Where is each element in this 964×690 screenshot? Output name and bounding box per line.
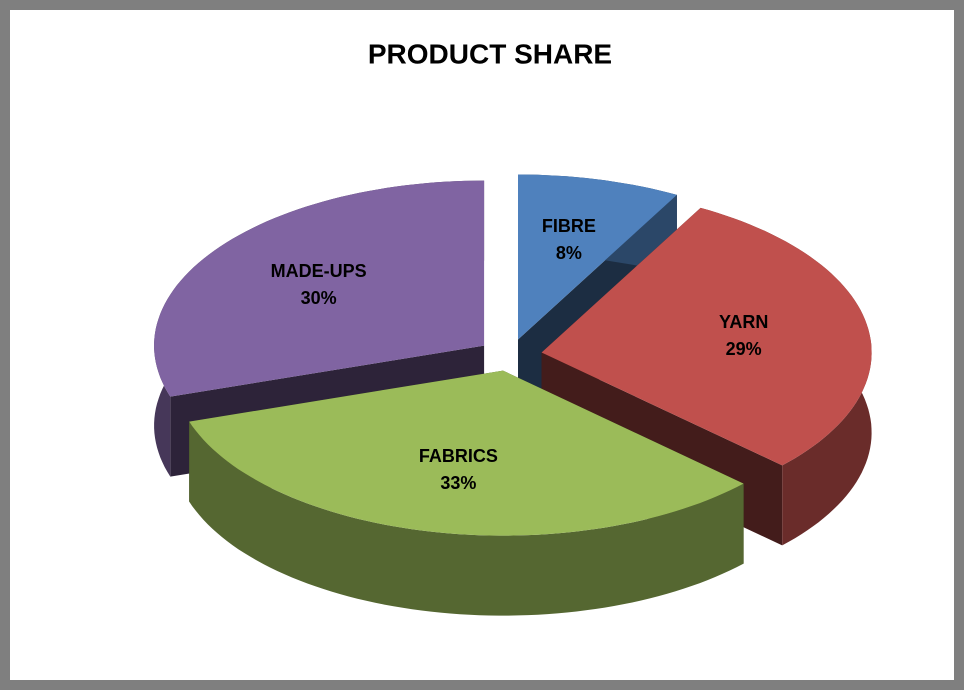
slice-label: MADE-UPS — [271, 261, 367, 281]
slice-top — [154, 180, 485, 397]
slice-label: FABRICS — [419, 446, 498, 466]
slice-label: YARN — [719, 312, 768, 332]
slice — [189, 370, 744, 616]
chart-title: PRODUCT SHARE — [368, 38, 612, 69]
slice-top — [189, 370, 744, 536]
slice-top — [541, 207, 872, 466]
slice-value-label: 8% — [556, 243, 582, 263]
slice-value-label: 33% — [440, 473, 476, 493]
slice-value-label: 29% — [726, 339, 762, 359]
slice-top — [518, 174, 677, 340]
slice-value-label: 30% — [301, 288, 337, 308]
slice-label: FIBRE — [542, 216, 596, 236]
slice-outer-wall — [189, 421, 744, 616]
